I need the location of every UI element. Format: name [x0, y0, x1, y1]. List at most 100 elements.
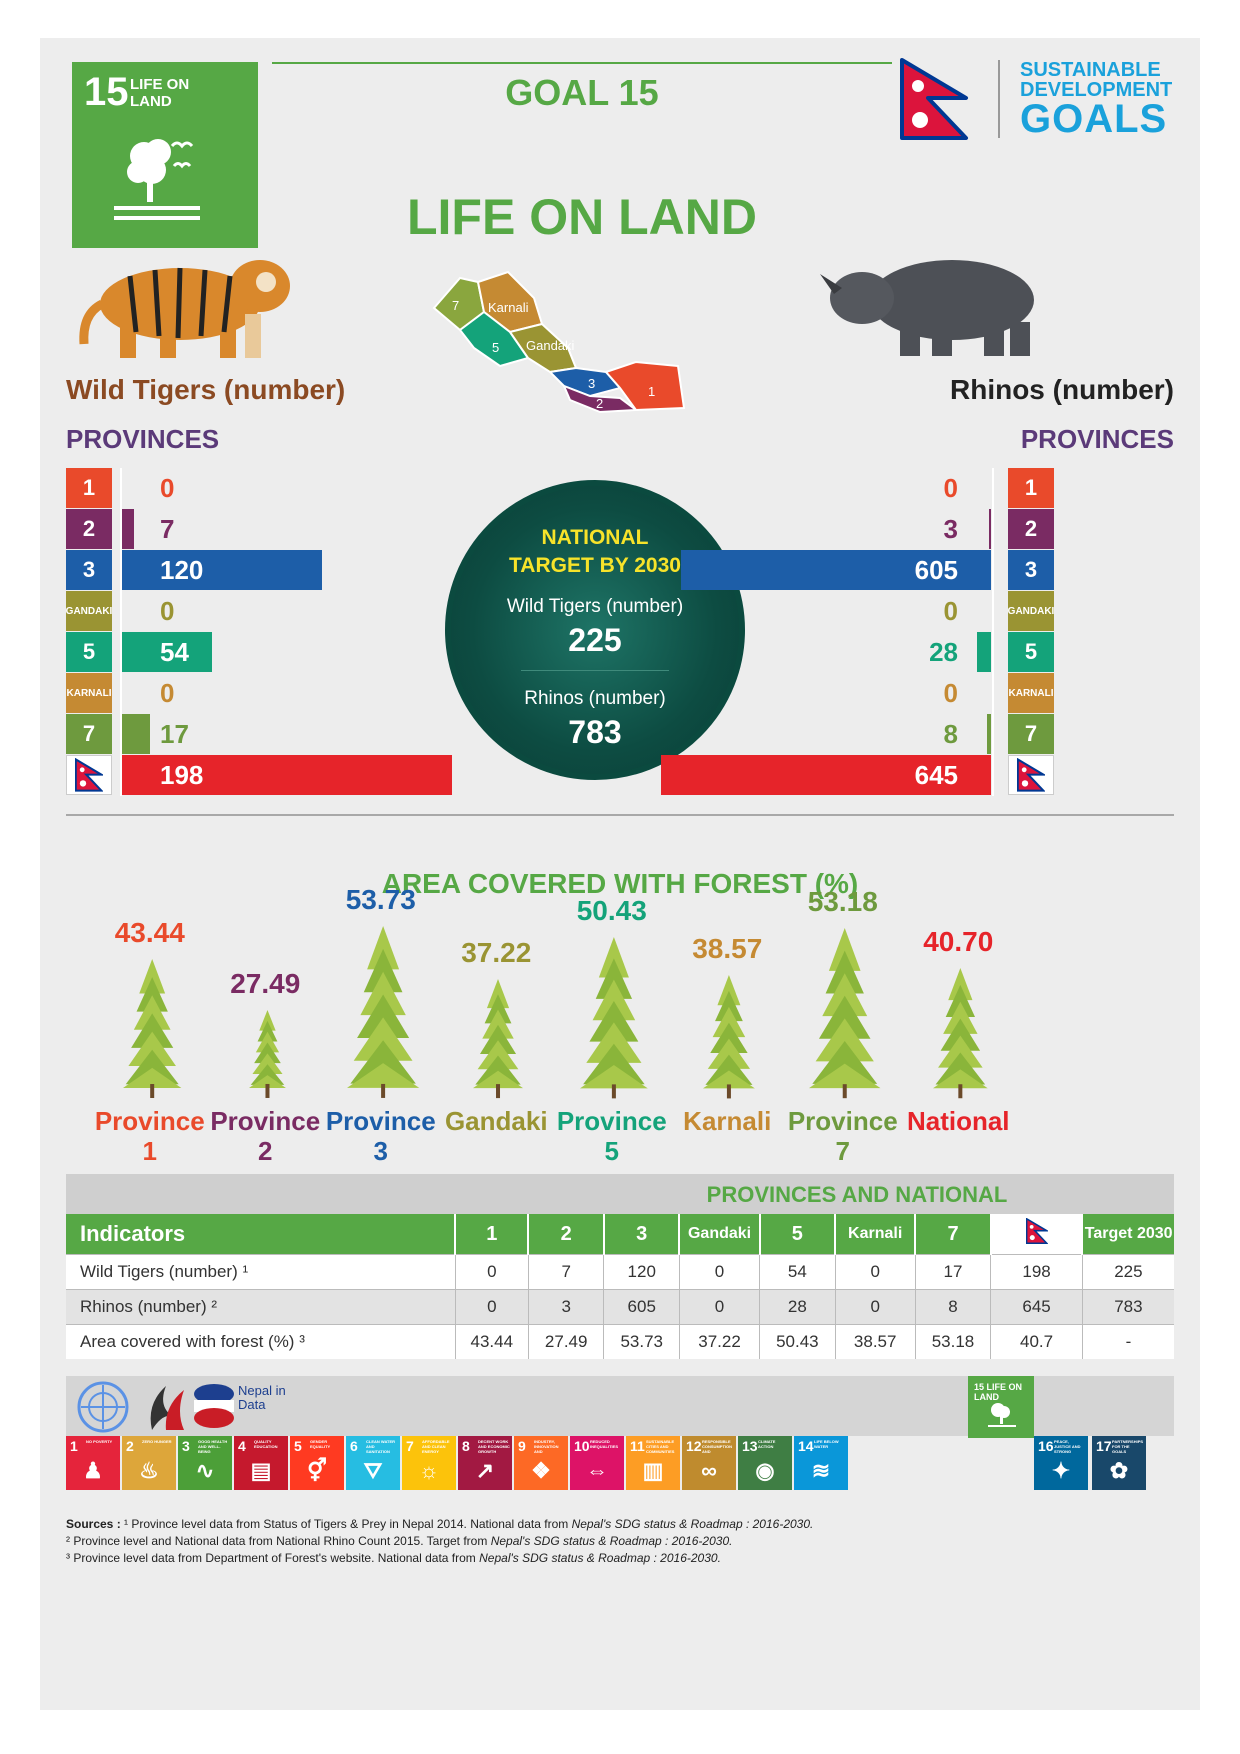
target-divider [521, 670, 669, 671]
tiger-bar [122, 550, 322, 590]
rhino-value-label: 0 [943, 678, 958, 708]
forest-tree-mark [473, 978, 524, 1098]
forest-tree-mark [346, 926, 419, 1098]
goal-15-badge: 15 LIFE ON LAND [72, 62, 258, 248]
sdg-tile: 9 INDUSTRY, INNOVATION AND INFRASTRUCTURE… [514, 1436, 568, 1490]
tigers-provinces-label: PROVINCES [66, 424, 220, 454]
sdg-tile-number: 13 [742, 1438, 758, 1454]
tree-bird-icon [114, 139, 200, 220]
tiger-category-chip: KARNALI [66, 673, 112, 713]
forest-value-label: 27.49 [230, 968, 301, 1000]
table-cell: 120 [603, 1254, 680, 1290]
table-cell: 0 [678, 1254, 760, 1290]
map-label: 1 [648, 384, 655, 399]
source-2: ² Province level and National data from … [66, 1534, 491, 1548]
goal-badge-number: 15 [84, 70, 129, 114]
sdg-tile-label: CLEAN WATER AND SANITATION [366, 1439, 396, 1454]
tiger-category-chip: GANDAKI [66, 591, 112, 631]
tiger-value-label: 7 [160, 514, 175, 544]
header-col: 3 [602, 1214, 680, 1255]
rhino-bar [976, 632, 991, 672]
sdg-tile-number: 5 [294, 1438, 302, 1454]
sdg-tile: 17 PARTNERSHIPS FOR THE GOALS ✿ [1092, 1436, 1146, 1490]
tiger-category-chip: 1 [66, 468, 112, 508]
sdg-logo-line3: GOALS [1020, 97, 1168, 141]
rhino-value-label: 0 [943, 473, 958, 503]
sdg-tile-icon: ♨ [139, 1458, 159, 1483]
forest-value-label: 38.57 [692, 932, 763, 964]
sdg-tile-label: REDUCED INEQUALITIES [590, 1439, 619, 1449]
sdg-tile: 5 GENDER EQUALITY ⚥ [290, 1436, 344, 1490]
forest-category-label: Province 2 [200, 1106, 330, 1166]
rhino-category-chip [1008, 755, 1054, 795]
table-row: Rhinos (number) ² 0 3 605 0 28 0 8 645 783 [66, 1289, 1174, 1325]
table-row: Wild Tigers (number) ¹ 0 7 120 0 54 0 17 198 225 [66, 1254, 1174, 1290]
goal-15-footer-label: 15 LIFE ON LAND [974, 1382, 1023, 1402]
table-title: PROVINCES AND NATIONAL [706, 1182, 1008, 1207]
rhino-category-chip: GANDAKI [1008, 591, 1054, 631]
forest-category-label: Province 7 [778, 1106, 908, 1166]
sdg-tile: 11 SUSTAINABLE CITIES AND COMMUNITIES ▥ [626, 1436, 680, 1490]
sdg-tile-label: ZERO HUNGER [142, 1439, 172, 1444]
tiger-category-chip: 5 [66, 632, 112, 672]
table-title-band [66, 1174, 1174, 1214]
map-province-1 [604, 360, 686, 412]
nepal-flag-icon [1025, 1217, 1050, 1245]
table-cell: 8 [914, 1289, 991, 1325]
sdg-tile: 6 CLEAN WATER AND SANITATION ⛛ [346, 1436, 400, 1490]
forest-label-line1: Gandaki [444, 1106, 548, 1136]
rhino-value-label: 28 [929, 637, 958, 667]
sdg-tile-icon: ✦ [1051, 1458, 1071, 1483]
table-cell: 0 [834, 1289, 916, 1325]
source-3-ref: Nepal's SDG status & Roadmap : 2016-2030… [479, 1551, 721, 1565]
table-cell: 54 [759, 1254, 836, 1290]
sdg-logo-line2: DEVELOPMENT [1020, 79, 1173, 101]
table-cell: 17 [914, 1254, 991, 1290]
table-cell: 37.22 [678, 1324, 760, 1359]
forest-tree-mark [248, 1010, 286, 1098]
sdg-tile-label: CLIMATE ACTION [758, 1439, 776, 1449]
table-cell: 225 [1081, 1254, 1174, 1290]
tiger-value-label: 0 [160, 473, 175, 503]
sdg-tile-icon: ☼ [418, 1458, 440, 1483]
target-rhino-label: Rhinos (number) [524, 688, 666, 709]
source-2-ref: Nepal's SDG status & Roadmap : 2016-2030… [490, 1534, 733, 1548]
sdg-tile-label: INDUSTRY, INNOVATION AND INFRASTRUCTURE [534, 1439, 559, 1454]
rhino-bar [661, 755, 991, 795]
forest-label-line1: Karnali [683, 1106, 772, 1136]
sdg-logo-line1: SUSTAINABLE [1020, 59, 1161, 81]
forest-tree-mark [809, 927, 881, 1098]
sdg-tile-icon: ▥ [642, 1458, 664, 1483]
sources-note: Sources : ¹ Province level data from Sta… [66, 1516, 1176, 1567]
sdg-tile-icon: ✿ [1109, 1458, 1129, 1483]
sdg-tile-label: LIFE BELOW WATER [814, 1439, 839, 1449]
government-emblem-icon [150, 1386, 184, 1430]
rhino-bar [986, 714, 991, 754]
sdg-tile-number: 6 [350, 1438, 358, 1454]
bar-axis-line [120, 468, 122, 796]
sdg-tile-number: 1 [70, 1438, 78, 1454]
target-title-line1: NATIONAL [541, 526, 649, 549]
forest-label-line1: Province [325, 1106, 436, 1136]
sdg-tile-icon: ⇔ [586, 1458, 608, 1483]
table-header-row: Indicators 1 2 3 Gandaki 5 Karnali 7 Tar… [66, 1214, 1174, 1255]
table-cell: 28 [759, 1289, 836, 1325]
header-national-flag [989, 1214, 1083, 1255]
rhino-category-chip: 1 [1008, 468, 1054, 508]
table-cell: 645 [990, 1289, 1083, 1325]
sdg-tile-icon: ❖ [531, 1458, 551, 1483]
forest-category-label: Province 3 [316, 1106, 446, 1166]
tiger-illustration [79, 260, 290, 358]
forest-category-label: Province 1 [85, 1106, 215, 1166]
sdg-tile-label: NO POVERTY [86, 1439, 113, 1444]
section-divider [66, 814, 1174, 816]
sdg-tile-number: 3 [182, 1438, 190, 1454]
target-tiger-value: 225 [568, 622, 622, 658]
tiger-value-label: 17 [160, 719, 189, 749]
sdg-tile: 1 NO POVERTY ♟ [66, 1436, 120, 1490]
sdg-tile-number: 12 [686, 1438, 702, 1454]
tigers-heading: Wild Tigers (number) [66, 374, 346, 405]
sdg-tile-number: 10 [574, 1438, 590, 1454]
forest-label-line2: 2 [258, 1136, 273, 1166]
